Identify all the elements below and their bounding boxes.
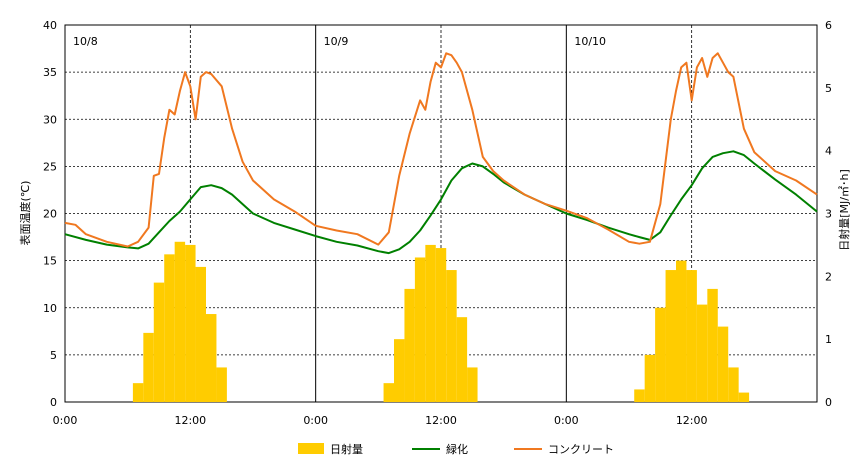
bar-solar-28 (686, 270, 697, 402)
line-series-1 (64, 150, 818, 255)
bar-solar-5 (174, 241, 186, 402)
bar-solar-32 (728, 367, 739, 402)
y-tick-label-7: 35 (43, 66, 57, 79)
y-axis-title: 表面温度(℃) (18, 181, 32, 246)
bar-solar-33 (738, 392, 750, 402)
y2-tick-label-4: 4 (825, 145, 832, 158)
day-label-0: 10/8 (73, 35, 98, 48)
y2-tick-label-6: 6 (825, 19, 832, 32)
legend: 日射量 緑化 コンクリート (298, 442, 614, 456)
day-label-1: 10/9 (324, 35, 349, 48)
x-tick-label-3: 12:00 (425, 414, 457, 427)
y2-axis-title: 日射量[MJ/㎡･h] (837, 169, 851, 251)
x-axis-ticks: 0:00 12:00 0:00 12:00 0:00 12:00 (53, 414, 708, 427)
solar-bars (132, 241, 750, 402)
bar-solar-30 (707, 288, 718, 402)
legend-label-solar: 日射量 (330, 442, 363, 456)
y2-tick-label-5: 5 (825, 82, 832, 95)
bar-solar-19 (456, 317, 468, 402)
legend-label-concrete: コンクリート (548, 443, 614, 456)
bar-solar-8 (206, 314, 217, 402)
day-label-2: 10/10 (574, 35, 606, 48)
y2-tick-label-3: 3 (825, 208, 832, 221)
line-series-2 (64, 52, 818, 248)
bar-solar-31 (717, 326, 729, 402)
bar-solar-27 (676, 260, 687, 402)
y-tick-label-2: 10 (43, 302, 57, 315)
bar-solar-7 (195, 266, 206, 402)
bar-solar-26 (665, 270, 676, 402)
bar-solar-23 (634, 389, 645, 402)
y-tick-label-4: 20 (43, 208, 57, 221)
bar-solar-29 (696, 304, 708, 402)
bar-solar-6 (185, 244, 196, 402)
bar-solar-13 (394, 339, 405, 402)
y-tick-label-3: 15 (43, 255, 57, 268)
x-tick-label-1: 12:00 (174, 414, 206, 427)
x-tick-label-4: 0:00 (554, 414, 579, 427)
bar-solar-1 (132, 383, 144, 402)
y-tick-label-5: 25 (43, 160, 57, 173)
bar-solar-25 (655, 307, 666, 402)
day-labels: 10/8 10/9 10/10 (73, 35, 606, 48)
bar-solar-20 (467, 367, 478, 402)
x-tick-label-5: 12:00 (676, 414, 708, 427)
bar-solar-2 (143, 332, 154, 402)
y-tick-label-1: 5 (50, 349, 57, 362)
y-axis-ticks: 0 5 10 15 20 25 30 35 40 (43, 19, 57, 409)
bar-solar-14 (404, 288, 415, 402)
bar-solar-9 (216, 367, 227, 402)
legend-label-green: 緑化 (446, 442, 468, 456)
y2-tick-label-1: 1 (825, 333, 832, 346)
bar-solar-24 (644, 354, 656, 402)
y2-tick-label-2: 2 (825, 270, 832, 283)
bar-solar-15 (414, 257, 426, 402)
series-lines (64, 52, 818, 255)
bar-solar-4 (164, 254, 175, 402)
bar-solar-12 (383, 383, 394, 402)
x-tick-label-0: 0:00 (53, 414, 78, 427)
bar-solar-18 (446, 270, 457, 402)
legend-swatch-solar (298, 443, 324, 454)
x-tick-label-2: 0:00 (303, 414, 328, 427)
y-tick-label-8: 40 (43, 19, 57, 32)
y-tick-label-0: 0 (50, 396, 57, 409)
y2-tick-label-0: 0 (825, 396, 832, 409)
bar-solar-3 (153, 282, 165, 402)
y2-axis-ticks: 0 1 2 3 4 5 6 (825, 19, 832, 409)
y-tick-label-6: 30 (43, 113, 57, 126)
bar-solar-16 (425, 244, 436, 402)
bar-solar-17 (435, 248, 447, 402)
